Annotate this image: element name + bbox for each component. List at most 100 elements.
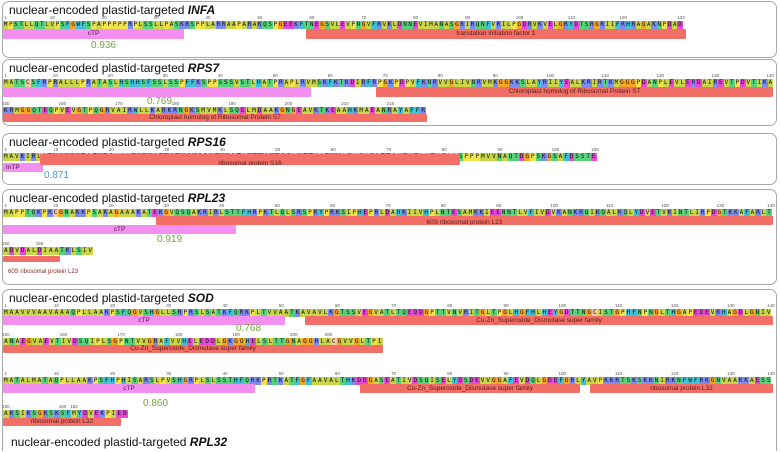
residue: V	[723, 79, 729, 87]
residue: V	[322, 377, 329, 385]
residue: S	[171, 309, 177, 317]
residue: T	[575, 309, 581, 317]
residue: L	[144, 107, 150, 115]
residue: N	[402, 21, 408, 29]
residue: D	[667, 21, 673, 29]
residue: A	[296, 338, 302, 346]
residue: R	[85, 79, 91, 87]
residue: L	[322, 309, 329, 317]
residue: L	[535, 377, 542, 385]
residue: V	[266, 309, 273, 317]
residue: A	[137, 377, 144, 385]
residue: L	[199, 309, 205, 317]
gene-name: RPL32	[189, 435, 228, 449]
residue: W	[75, 21, 81, 29]
residue: D	[356, 377, 362, 385]
residue: A	[8, 309, 15, 317]
residue: H	[670, 309, 677, 317]
residue: A	[102, 79, 108, 87]
residue: V	[14, 247, 20, 255]
residue: S	[340, 209, 346, 217]
residue: L	[113, 79, 119, 87]
residue: P	[257, 209, 263, 217]
residue: I	[412, 209, 418, 217]
residue: R	[360, 79, 366, 87]
residue: L	[215, 338, 222, 346]
residue: F	[65, 21, 71, 29]
residue: R	[755, 209, 761, 217]
residue: K	[80, 209, 86, 217]
residue: I	[60, 338, 67, 346]
residue: V	[19, 309, 26, 317]
residue: A	[502, 153, 508, 161]
residue: A	[328, 377, 334, 385]
residue: S	[204, 377, 211, 385]
residue: P	[368, 209, 374, 217]
residue: E	[489, 209, 496, 217]
tick-label: 140	[767, 203, 775, 208]
residue: N	[407, 21, 413, 29]
title-prefix: nuclear-encoded plastid-targeted	[9, 3, 188, 17]
tick-label: 20	[110, 303, 116, 308]
residue: Y	[536, 79, 542, 87]
residue: K	[74, 209, 81, 217]
residue: A	[81, 377, 88, 385]
residue: S	[217, 79, 223, 87]
residue: H	[129, 79, 135, 87]
residue: P	[132, 21, 138, 29]
residue: G	[619, 79, 625, 87]
residue: A	[325, 338, 331, 346]
residue: F	[563, 153, 569, 161]
residue: H	[423, 209, 429, 217]
residue: K	[103, 309, 110, 317]
residue: A	[48, 247, 54, 255]
residue: E	[704, 309, 710, 317]
residue: Q	[83, 338, 90, 346]
residue: H	[625, 309, 632, 317]
residue: L	[165, 309, 172, 317]
tick-label: 140	[766, 73, 775, 78]
residue: A	[8, 377, 15, 385]
residue: I	[760, 309, 766, 317]
residue: E	[440, 377, 447, 385]
ruler: 150 160 170 180 190 200 210 218	[2, 101, 427, 107]
domain-feature	[3, 256, 60, 262]
residue: G	[558, 309, 564, 317]
residue: R	[143, 377, 149, 385]
residue: E	[754, 377, 761, 385]
residue: T	[25, 209, 31, 217]
residue: P	[323, 209, 330, 217]
residue: G	[541, 377, 548, 385]
residue: R	[176, 309, 183, 317]
tick-label: 110	[567, 15, 575, 20]
residue: K	[704, 377, 710, 385]
residue: S	[350, 309, 357, 317]
residue: T	[395, 309, 402, 317]
tick-label: 60	[327, 73, 333, 78]
residue: E	[547, 309, 553, 317]
residue: I	[547, 79, 553, 87]
residue: R	[215, 21, 221, 29]
residue: S	[456, 209, 463, 217]
residue: A	[726, 377, 733, 385]
residue: L	[267, 338, 274, 346]
residue: P	[289, 79, 295, 87]
residue: T	[395, 377, 402, 385]
residue: L	[218, 209, 225, 217]
residue: S	[194, 107, 201, 115]
residue: A	[317, 377, 323, 385]
gene-name: RPS16	[187, 135, 226, 149]
residue: L	[74, 79, 80, 87]
residue: S	[520, 79, 526, 87]
residue: L	[137, 21, 144, 29]
tick-label: 30	[162, 73, 168, 78]
residue: E	[340, 21, 346, 29]
residue: K	[99, 410, 106, 418]
residue: V	[168, 209, 175, 217]
residue: V	[169, 338, 176, 346]
residue: K	[642, 377, 649, 385]
residue: M	[3, 309, 9, 317]
residue: G	[98, 107, 105, 115]
residue: A	[119, 209, 125, 217]
